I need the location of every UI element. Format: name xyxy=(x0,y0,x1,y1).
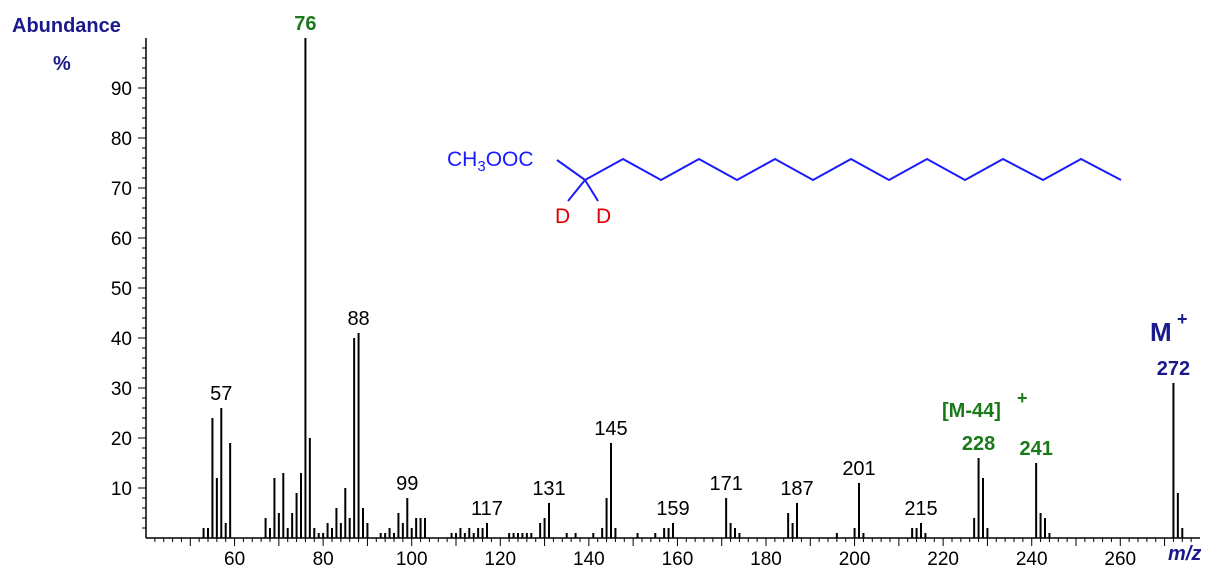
x-tick-label: 160 xyxy=(662,549,694,570)
x-tick-label: 80 xyxy=(313,549,334,570)
peak-label-57: 57 xyxy=(210,383,232,405)
peak-label-215: 215 xyxy=(904,498,937,520)
y-tick-label: 30 xyxy=(111,379,132,400)
molecular-ion-label: M xyxy=(1150,317,1172,347)
peak-label-241: 241 xyxy=(1019,438,1052,460)
molecular-ion-charge: + xyxy=(1177,309,1188,329)
cd2-bond-left xyxy=(567,179,586,202)
y-axis-unit: % xyxy=(53,53,71,75)
x-tick-label: 260 xyxy=(1104,549,1136,570)
peak-label-272: 272 xyxy=(1157,358,1190,380)
y-axis-title: Abundance xyxy=(12,15,121,37)
x-tick-label: 200 xyxy=(839,549,871,570)
y-tick-label: 60 xyxy=(111,229,132,250)
y-tick-label: 90 xyxy=(111,79,132,100)
ester-prefix: CH xyxy=(447,148,477,171)
x-tick-label: 220 xyxy=(927,549,959,570)
peak-label-117: 117 xyxy=(471,498,503,520)
spectrum-bars xyxy=(202,38,1184,538)
deuterium-label-right: D xyxy=(596,205,611,228)
peak-label-99: 99 xyxy=(396,473,418,495)
y-tick-label: 80 xyxy=(111,129,132,150)
alkyl-chain xyxy=(556,157,1122,182)
peak-label-201: 201 xyxy=(842,458,875,480)
y-tick-label: 70 xyxy=(111,179,132,200)
peak-label-159: 159 xyxy=(656,498,689,520)
y-tick-label: 20 xyxy=(111,429,132,450)
peak-label-171: 171 xyxy=(709,473,742,495)
x-tick-label: 140 xyxy=(573,549,605,570)
ester-suffix: OOC xyxy=(486,148,534,171)
ester-group-label: CH3OOC xyxy=(447,148,534,175)
peak-labels: 57 76 88 99 117 131 145 159 171 187 201 215 228 241 27… xyxy=(210,13,1190,520)
fragment-label: [M-44] xyxy=(942,400,1001,422)
deuterium-label-left: D xyxy=(555,205,570,228)
x-tick-label: 180 xyxy=(750,549,782,570)
x-axis-title: m/z xyxy=(1168,543,1201,565)
peak-label-88: 88 xyxy=(347,308,369,330)
y-tick-label: 40 xyxy=(111,329,132,350)
x-tick-label: 240 xyxy=(1016,549,1048,570)
y-tick-label: 50 xyxy=(111,279,132,300)
peak-label-228: 228 xyxy=(962,433,995,455)
x-tick-label: 120 xyxy=(484,549,516,570)
ester-subscript: 3 xyxy=(477,158,485,175)
axes: 10 20 30 40 50 60 70 80 90 60 80 100 120 140 160 180 200… xyxy=(111,38,1200,570)
molecule-structure: CH3OOC D D xyxy=(447,148,1122,228)
cd2-bond-right xyxy=(584,179,599,202)
peak-label-145: 145 xyxy=(594,418,627,440)
peak-label-131: 131 xyxy=(532,478,565,500)
peak-label-187: 187 xyxy=(780,478,813,500)
fragment-charge: + xyxy=(1017,388,1028,408)
y-tick-label: 10 xyxy=(111,479,132,500)
peak-label-76: 76 xyxy=(294,13,316,35)
x-tick-label: 100 xyxy=(396,549,428,570)
x-tick-label: 60 xyxy=(224,549,245,570)
